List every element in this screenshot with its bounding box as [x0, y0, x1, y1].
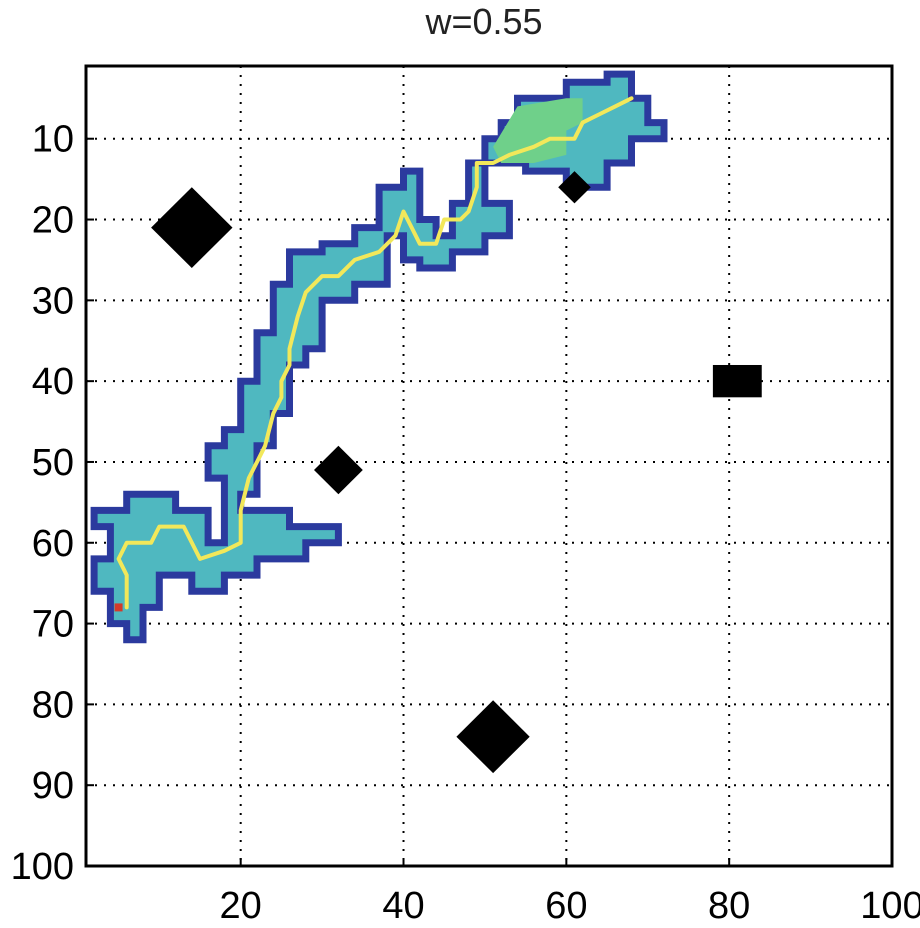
obstacle-diamond — [558, 171, 591, 204]
y-tick-label: 10 — [32, 119, 74, 161]
obstacles — [151, 171, 762, 774]
x-tick-label: 20 — [220, 885, 262, 927]
obstacle-rect — [712, 364, 762, 398]
x-tick-label: 100 — [860, 885, 920, 927]
y-tick-label: 70 — [32, 604, 74, 646]
path-end-point — [114, 603, 123, 612]
x-tick-label: 40 — [382, 885, 424, 927]
obstacle-diamond — [314, 445, 363, 495]
y-tick-label: 30 — [32, 280, 74, 322]
obstacle-diamond — [151, 187, 233, 268]
y-tick-label: 90 — [32, 765, 74, 807]
path-line — [116, 96, 634, 610]
y-tick-label: 80 — [32, 684, 74, 726]
x-tick-label: 80 — [708, 885, 750, 927]
chart-title: w=0.55 — [424, 1, 542, 42]
plot-frame — [84, 64, 894, 868]
y-axis: 10 20 30 40 50 60 70 80 90 100 — [11, 119, 94, 888]
y-tick-label: 40 — [32, 361, 74, 403]
y-tick-label: 60 — [32, 523, 74, 565]
y-tick-label: 50 — [32, 442, 74, 484]
y-tick-label: 100 — [11, 846, 74, 888]
x-tick-label: 60 — [545, 885, 587, 927]
high-value-region — [493, 98, 583, 163]
explored-region — [90, 70, 668, 644]
x-axis: 20 40 60 80 100 — [220, 858, 920, 927]
explored-region-area — [90, 70, 668, 644]
y-tick-label: 20 — [32, 200, 74, 242]
obstacle-diamond — [456, 700, 530, 774]
